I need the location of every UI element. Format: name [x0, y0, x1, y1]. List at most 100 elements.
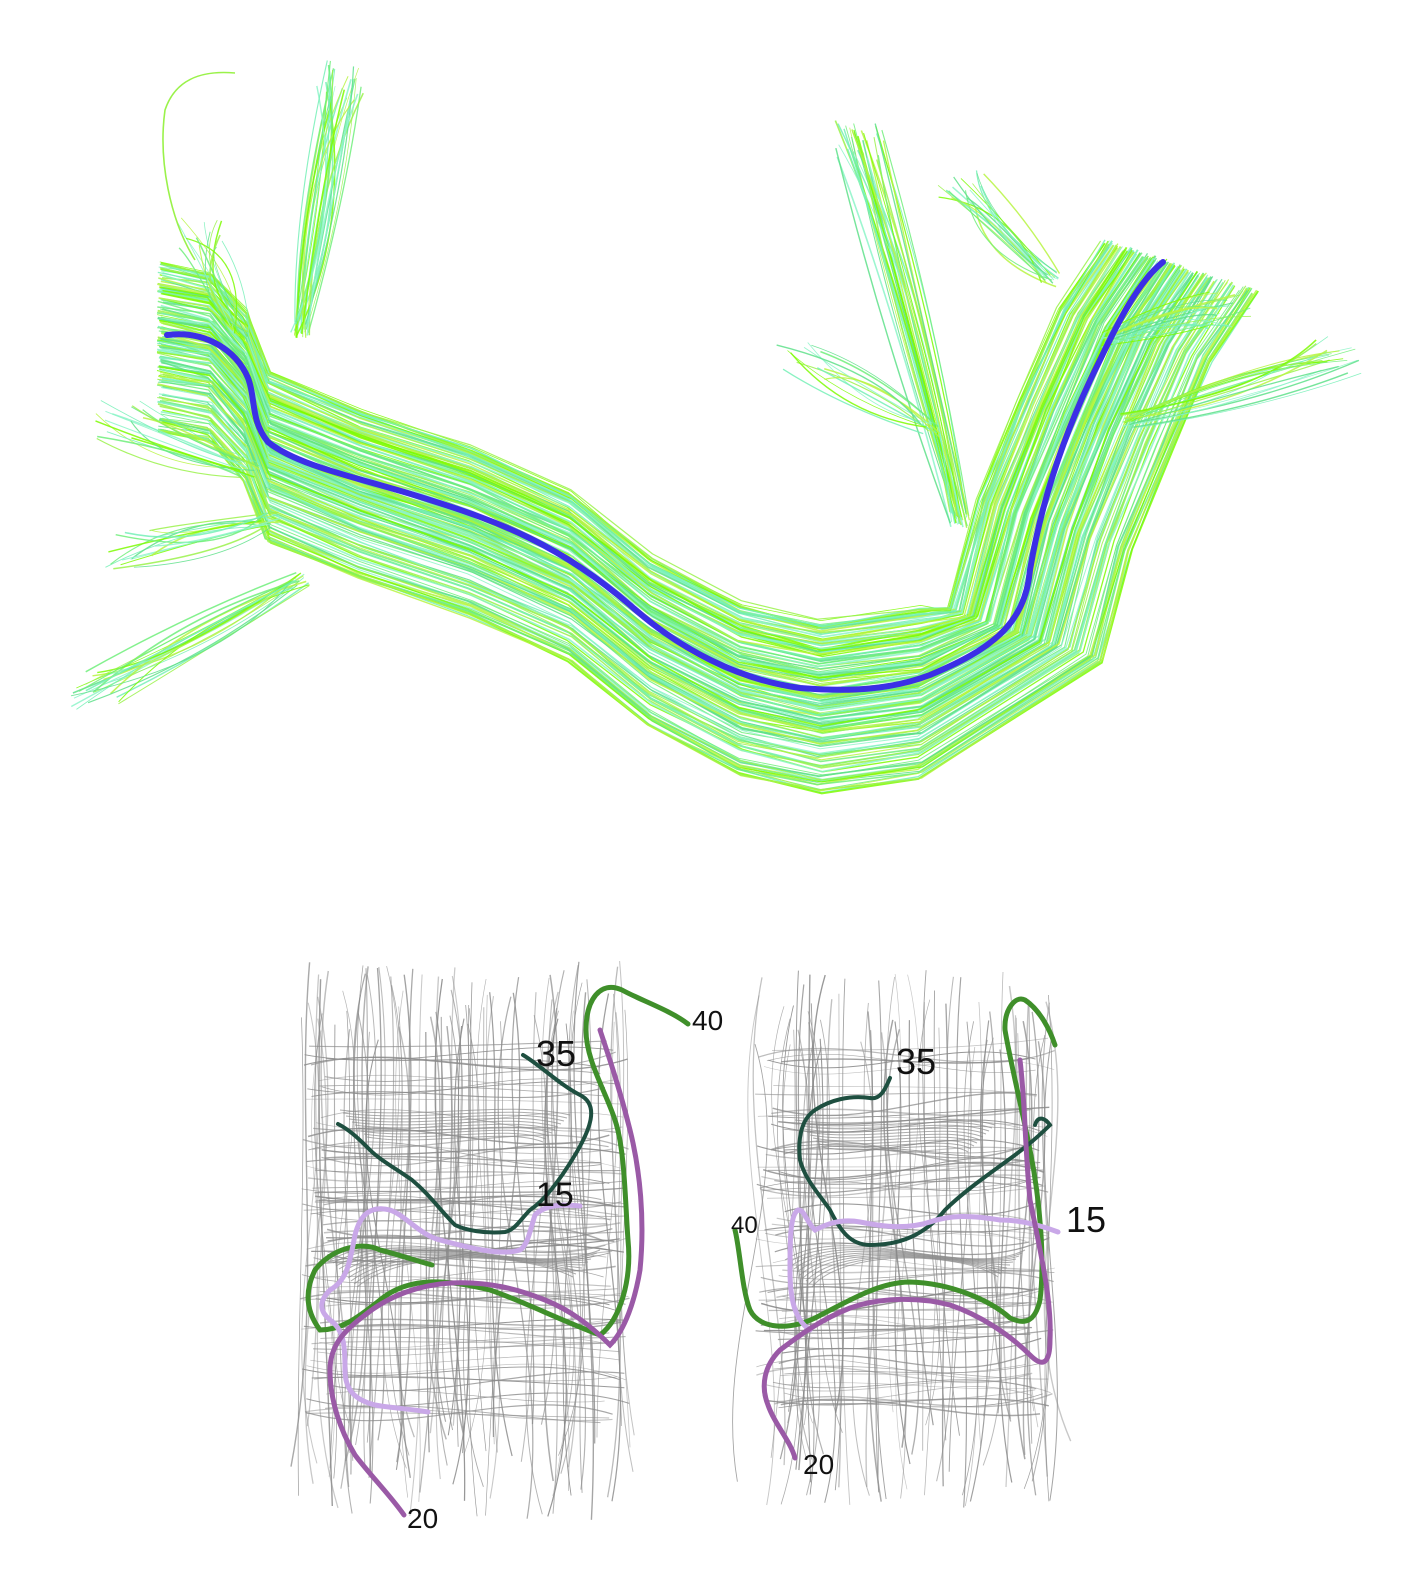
fiber-streamline: [161, 240, 1113, 627]
left-path-40: [305, 985, 691, 1338]
background-fiber: [771, 1006, 809, 1426]
background-fiber: [826, 999, 842, 1488]
background-fiber: [771, 1108, 1033, 1117]
fiber-tuft: [153, 514, 280, 538]
background-fiber: [573, 961, 596, 1444]
fiber-tuft: [221, 240, 250, 335]
background-fiber: [310, 1355, 621, 1366]
background-fiber: [606, 966, 621, 1498]
background-fiber: [321, 1146, 626, 1155]
background-fiber: [489, 992, 513, 1457]
background-fiber: [305, 1404, 613, 1422]
background-fiber: [311, 1332, 610, 1345]
right-label-15: 15: [1066, 1199, 1106, 1240]
fiber-tuft: [85, 579, 297, 692]
background-fiber: [332, 1111, 598, 1264]
fiber-tuft: [87, 584, 298, 704]
fiber-tuft: [860, 130, 962, 517]
background-fiber: [805, 1022, 824, 1455]
background-fiber: [312, 1180, 624, 1189]
background-fiber: [771, 1140, 1027, 1165]
fiber-tuft: [78, 579, 294, 692]
background-fiber: [313, 1342, 617, 1351]
background-fiber: [767, 1397, 1049, 1407]
background-fiber: [304, 996, 329, 1484]
background-fiber: [732, 1043, 768, 1482]
background-fiber: [778, 1157, 1029, 1180]
background-fiber: [335, 1114, 595, 1267]
fiber-tuft: [307, 67, 359, 326]
fiber-tuft: [306, 93, 359, 336]
background-fiber: [782, 1005, 815, 1495]
fiber-tuft: [1122, 359, 1323, 423]
left-label-40: 40: [692, 1005, 723, 1036]
fiber-tuft: [70, 582, 291, 697]
background-fiber: [979, 1037, 1002, 1466]
background-fiber: [463, 978, 487, 1456]
background-fiber: [768, 1303, 1040, 1312]
fiber-tuft: [876, 159, 968, 528]
fiber-tuft: [1138, 372, 1362, 428]
right-path-35: [797, 1076, 1053, 1248]
background-fiber: [795, 970, 812, 1483]
background-fiber: [327, 1295, 610, 1306]
background-fiber: [747, 995, 775, 1506]
background-fiber: [908, 1020, 934, 1426]
background-fiber: [777, 1329, 1054, 1341]
background-fiber: [301, 1180, 605, 1194]
background-fiber: [352, 973, 385, 1441]
background-fiber: [875, 980, 883, 1493]
background-fiber: [1025, 999, 1049, 1477]
right-label-20: 20: [803, 1449, 834, 1480]
background-fiber: [320, 1336, 620, 1353]
background-fiber: [780, 1364, 1026, 1376]
background-fiber: [338, 1117, 592, 1270]
fiber-tuft: [1104, 306, 1218, 341]
background-fiber: [790, 1124, 1020, 1267]
fiber-tuft: [100, 400, 243, 463]
background-fiber: [315, 1195, 626, 1217]
left-label-20: 20: [407, 1503, 438, 1534]
background-fiber: [308, 1141, 601, 1168]
fiber-tuft: [149, 511, 278, 532]
background-fiber: [924, 1027, 941, 1496]
fiber-streamline: [158, 268, 1188, 716]
background-fiber: [761, 1176, 1041, 1192]
fiber-tuft: [306, 77, 357, 330]
background-fiber: [302, 1366, 620, 1381]
background-fiber: [312, 1144, 613, 1155]
background-fiber: [314, 1201, 618, 1216]
background-fiber: [314, 1169, 610, 1184]
fiber-tuft: [1104, 313, 1217, 343]
background-fiber: [306, 1157, 621, 1172]
fiber-tuft: [131, 405, 256, 465]
background-fiber: [558, 982, 585, 1456]
background-fiber: [941, 1003, 949, 1487]
background-fiber: [1026, 1011, 1040, 1496]
background-fiber: [883, 1019, 908, 1448]
left-view-panel: 40 35 15 20: [290, 961, 723, 1534]
background-fiber: [310, 1209, 608, 1225]
fiber-streamline: [160, 284, 1235, 773]
background-fiber: [306, 1412, 610, 1419]
background-fiber: [485, 994, 495, 1445]
fiber-tuft: [1137, 359, 1360, 423]
background-fiber: [787, 1121, 1023, 1264]
right-view-panel: 35 40 15 20: [731, 970, 1106, 1508]
background-fiber: [776, 1287, 1038, 1300]
background-fiber: [766, 1185, 1046, 1199]
fiber-tuft: [1124, 349, 1328, 419]
fiber-tuft: [133, 526, 272, 568]
fiber-tuft: [1129, 365, 1339, 426]
background-fiber: [344, 1123, 586, 1276]
background-fiber: [315, 1294, 626, 1306]
fiber-tuft: [97, 572, 302, 674]
fiber-tuft: [787, 350, 926, 427]
fiber-tuft: [1118, 315, 1251, 343]
fiber-tuft: [1108, 299, 1228, 337]
right-path-40: [732, 996, 1058, 1329]
background-fiber: [1044, 994, 1053, 1502]
background-fiber: [756, 1366, 1033, 1384]
fiber-tuft: [1118, 307, 1251, 340]
background-fiber: [432, 1011, 447, 1422]
